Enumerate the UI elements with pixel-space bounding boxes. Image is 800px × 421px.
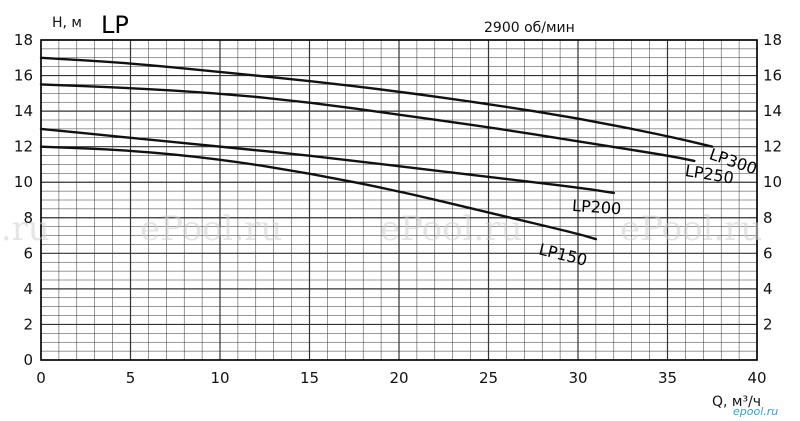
x-tick-label: 0 <box>36 369 46 387</box>
y-tick-label-right: 4 <box>763 280 773 298</box>
x-tick-label: 10 <box>210 369 229 387</box>
y-tick-label-left: 0 <box>23 351 33 369</box>
y-tick-label-right: 2 <box>763 315 773 333</box>
epool-logo: epool.ru <box>733 405 778 418</box>
watermark-text: l.ru <box>0 209 50 249</box>
y-tick-label-right: 8 <box>763 209 773 227</box>
y-tick-label-right: 10 <box>763 173 782 191</box>
x-tick-label: 5 <box>126 369 136 387</box>
y-tick-label-right: 14 <box>763 102 782 120</box>
y-tick-label-left: 8 <box>23 209 33 227</box>
plot-frame <box>40 39 758 361</box>
curve-lp150 <box>39 145 598 241</box>
x-tick-label: 20 <box>389 369 408 387</box>
x-tick-label: 25 <box>479 369 498 387</box>
x-tick-label: 40 <box>747 369 766 387</box>
x-tick-label: 30 <box>568 369 587 387</box>
y-tick-label-left: 16 <box>14 67 33 85</box>
y-tick-label-left: 4 <box>23 280 33 298</box>
watermark-text: ePool.ru <box>140 209 282 249</box>
speed-label: 2900 об/мин <box>484 20 575 36</box>
y-tick-label-right: 12 <box>763 138 782 156</box>
x-tick-label: 15 <box>300 369 319 387</box>
curve-lp250 <box>39 83 696 163</box>
x-tick-label: 35 <box>658 369 677 387</box>
tick-labels: 0 5 10 15 20 25 30 35 40 0 2 4 6 8 10 12 14 16 18 2 4 6 8 10 12 1… <box>14 31 782 387</box>
y-tick-label-left: 12 <box>14 138 33 156</box>
y-tick-label-right: 6 <box>763 244 773 262</box>
grid <box>40 39 758 361</box>
x-axis-label: Q, м³/ч <box>712 394 761 410</box>
watermark-text: ePool.ru <box>620 209 762 249</box>
y-tick-label-left: 2 <box>23 315 33 333</box>
y-tick-label-left: 10 <box>14 173 33 191</box>
y-tick-label-right: 18 <box>763 31 782 49</box>
y-tick-label-left: 18 <box>14 31 33 49</box>
curve-lp300 <box>39 56 714 148</box>
y-axis-label: H, м <box>52 15 82 31</box>
curve-label-lp200: LP200 <box>572 196 622 218</box>
y-tick-label-right: 16 <box>763 67 782 85</box>
y-tick-label-left: 14 <box>14 102 33 120</box>
curve-lp200 <box>39 127 615 195</box>
curve-label-lp150: LP150 <box>537 240 589 270</box>
y-tick-label-left: 6 <box>23 244 33 262</box>
chart-title: LP <box>101 11 129 39</box>
